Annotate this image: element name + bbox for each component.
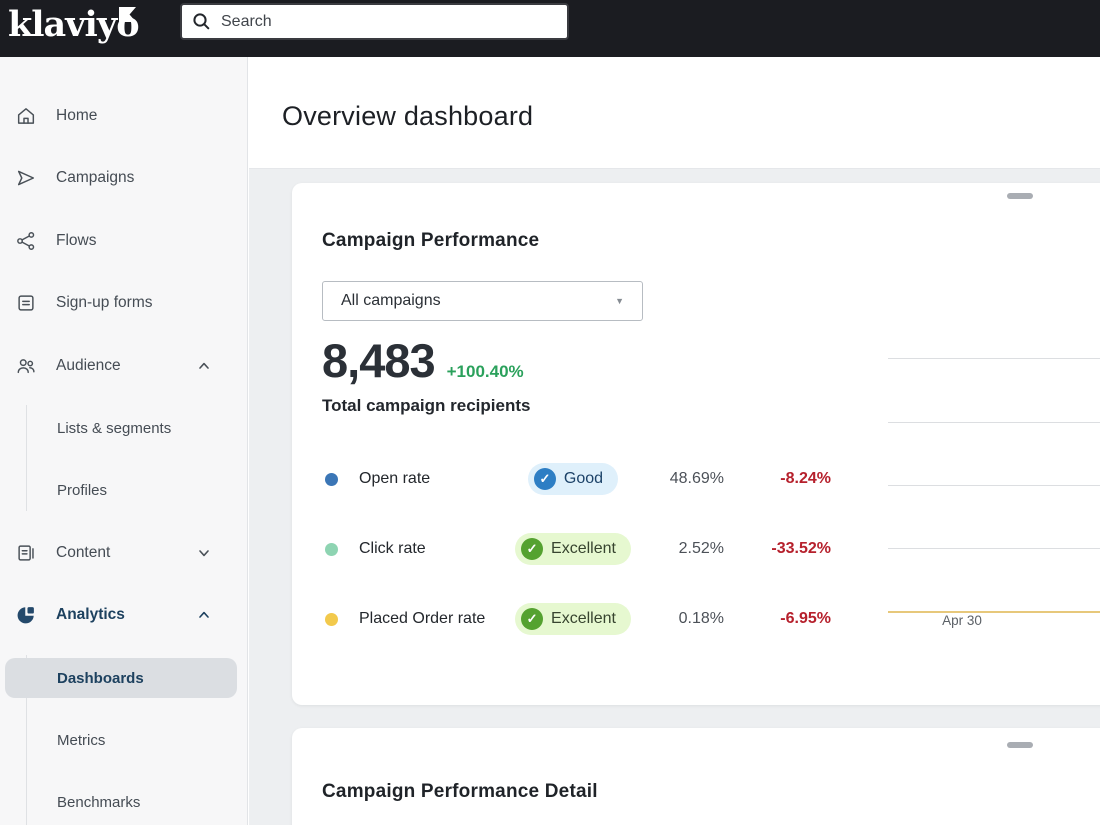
sidebar-item-label: Campaigns bbox=[56, 169, 135, 186]
status-badge: ✓ Excellent bbox=[515, 533, 631, 565]
sidebar-item-label: Analytics bbox=[56, 606, 125, 623]
total-recipients-change: +100.40% bbox=[446, 362, 524, 381]
status-badge: ✓ Excellent bbox=[515, 603, 631, 635]
metric-value: 48.69% bbox=[669, 470, 724, 487]
page-header: Overview dashboard bbox=[249, 57, 1100, 169]
sidebar-item-label: Profiles bbox=[57, 481, 108, 499]
chart-x-tick-label: Apr 30 bbox=[942, 613, 982, 628]
chart-gridline bbox=[888, 422, 1100, 423]
total-recipients-value: 8,483 bbox=[322, 334, 436, 387]
form-icon bbox=[14, 291, 38, 315]
metric-name: Click rate bbox=[359, 540, 426, 557]
sidebar-item-label: Audience bbox=[56, 357, 121, 374]
sidebar-item-campaigns[interactable]: Campaigns bbox=[0, 158, 248, 198]
badge-label: Excellent bbox=[551, 540, 616, 557]
home-icon bbox=[14, 104, 38, 128]
metric-change: -8.24% bbox=[780, 470, 831, 487]
metric-row-placed-order-rate: Placed Order rate ✓ Excellent 0.18% -6.9… bbox=[322, 599, 834, 639]
dropdown-caret-icon: ▼ bbox=[615, 296, 624, 306]
sidebar-item-label: Home bbox=[56, 107, 98, 124]
pie-chart-icon bbox=[14, 603, 38, 627]
sidebar-item-label: Flows bbox=[56, 232, 97, 249]
metric-value: 2.52% bbox=[678, 540, 724, 557]
global-search[interactable] bbox=[180, 3, 569, 40]
sidebar-item-label: Metrics bbox=[57, 731, 106, 749]
check-circle-icon: ✓ bbox=[521, 538, 544, 560]
sidebar-item-profiles[interactable]: Profiles bbox=[0, 470, 248, 510]
campaign-performance-detail-card: Campaign Performance Detail bbox=[292, 728, 1100, 825]
send-icon bbox=[14, 166, 38, 190]
metric-change: -6.95% bbox=[780, 610, 831, 627]
klaviyo-logo[interactable]: klaviyo bbox=[8, 4, 140, 45]
sidebar-item-benchmarks[interactable]: Benchmarks bbox=[0, 782, 248, 822]
sidebar-item-metrics[interactable]: Metrics bbox=[0, 720, 248, 760]
total-recipients-stat: 8,483 +100.40% bbox=[322, 333, 524, 388]
sidebar-item-flows[interactable]: Flows bbox=[0, 221, 248, 261]
series-dot-placed-order-rate bbox=[325, 612, 338, 626]
submenu-guide-line bbox=[26, 405, 27, 511]
drag-handle[interactable] bbox=[1007, 193, 1033, 199]
metric-row-click-rate: Click rate ✓ Excellent 2.52% -33.52% bbox=[322, 529, 834, 569]
page-title: Overview dashboard bbox=[282, 101, 534, 131]
card-title: Campaign Performance bbox=[322, 230, 540, 251]
chevron-up-icon[interactable] bbox=[196, 607, 212, 628]
sidebar-item-signup-forms[interactable]: Sign-up forms bbox=[0, 283, 248, 323]
chart-series-line-placed-order bbox=[888, 611, 1100, 613]
sidebar-item-analytics[interactable]: Analytics bbox=[0, 595, 248, 635]
dropdown-selected-value: All campaigns bbox=[341, 292, 441, 309]
users-icon bbox=[14, 354, 38, 378]
card-title: Campaign Performance Detail bbox=[322, 781, 598, 802]
sidebar-item-label: Benchmarks bbox=[57, 793, 141, 811]
sidebar-item-audience[interactable]: Audience bbox=[0, 346, 248, 386]
pages-icon bbox=[14, 541, 38, 565]
sidebar-item-label: Dashboards bbox=[57, 669, 144, 687]
sidebar-item-label: Sign-up forms bbox=[56, 294, 153, 311]
badge-label: Excellent bbox=[551, 610, 616, 627]
metric-value: 0.18% bbox=[678, 610, 724, 627]
sidebar-item-content[interactable]: Content bbox=[0, 533, 248, 573]
sidebar-item-label: Lists & segments bbox=[57, 419, 172, 437]
search-icon bbox=[193, 13, 210, 30]
check-circle-icon: ✓ bbox=[533, 468, 556, 490]
series-dot-click-rate bbox=[325, 542, 338, 556]
campaign-filter-dropdown[interactable]: All campaigns ▼ bbox=[322, 281, 643, 321]
chart-gridline bbox=[888, 548, 1100, 549]
chart-gridline bbox=[888, 358, 1100, 359]
dashboard-content: Campaign Performance All campaigns ▼ 8,4… bbox=[249, 169, 1100, 825]
search-input[interactable] bbox=[221, 12, 557, 31]
campaign-performance-card: Campaign Performance All campaigns ▼ 8,4… bbox=[292, 183, 1100, 705]
badge-label: Good bbox=[563, 470, 604, 487]
sidebar-item-home[interactable]: Home bbox=[0, 96, 248, 136]
series-dot-open-rate bbox=[325, 472, 338, 486]
status-badge: ✓ Good bbox=[527, 463, 619, 495]
drag-handle[interactable] bbox=[1007, 742, 1033, 748]
submenu-guide-line bbox=[26, 655, 27, 825]
check-circle-icon: ✓ bbox=[521, 608, 544, 630]
sidebar: Home Campaigns Flows Sign-up forms Aud bbox=[0, 57, 248, 825]
chevron-up-icon[interactable] bbox=[196, 358, 212, 379]
metric-change: -33.52% bbox=[771, 540, 831, 557]
klaviyo-flag-icon bbox=[119, 7, 136, 22]
flows-icon bbox=[14, 229, 38, 253]
chart-gridline bbox=[888, 485, 1100, 486]
sidebar-item-label: Content bbox=[56, 544, 111, 561]
metric-name: Placed Order rate bbox=[359, 610, 486, 627]
metric-name: Open rate bbox=[359, 470, 431, 487]
chevron-down-icon[interactable] bbox=[196, 545, 212, 566]
sidebar-item-lists-segments[interactable]: Lists & segments bbox=[0, 408, 248, 448]
sidebar-item-dashboards[interactable]: Dashboards bbox=[5, 658, 237, 698]
total-recipients-label: Total campaign recipients bbox=[322, 396, 531, 415]
metric-row-open-rate: Open rate ✓ Good 48.69% -8.24% bbox=[322, 459, 834, 499]
topbar: klaviyo bbox=[0, 0, 1100, 57]
